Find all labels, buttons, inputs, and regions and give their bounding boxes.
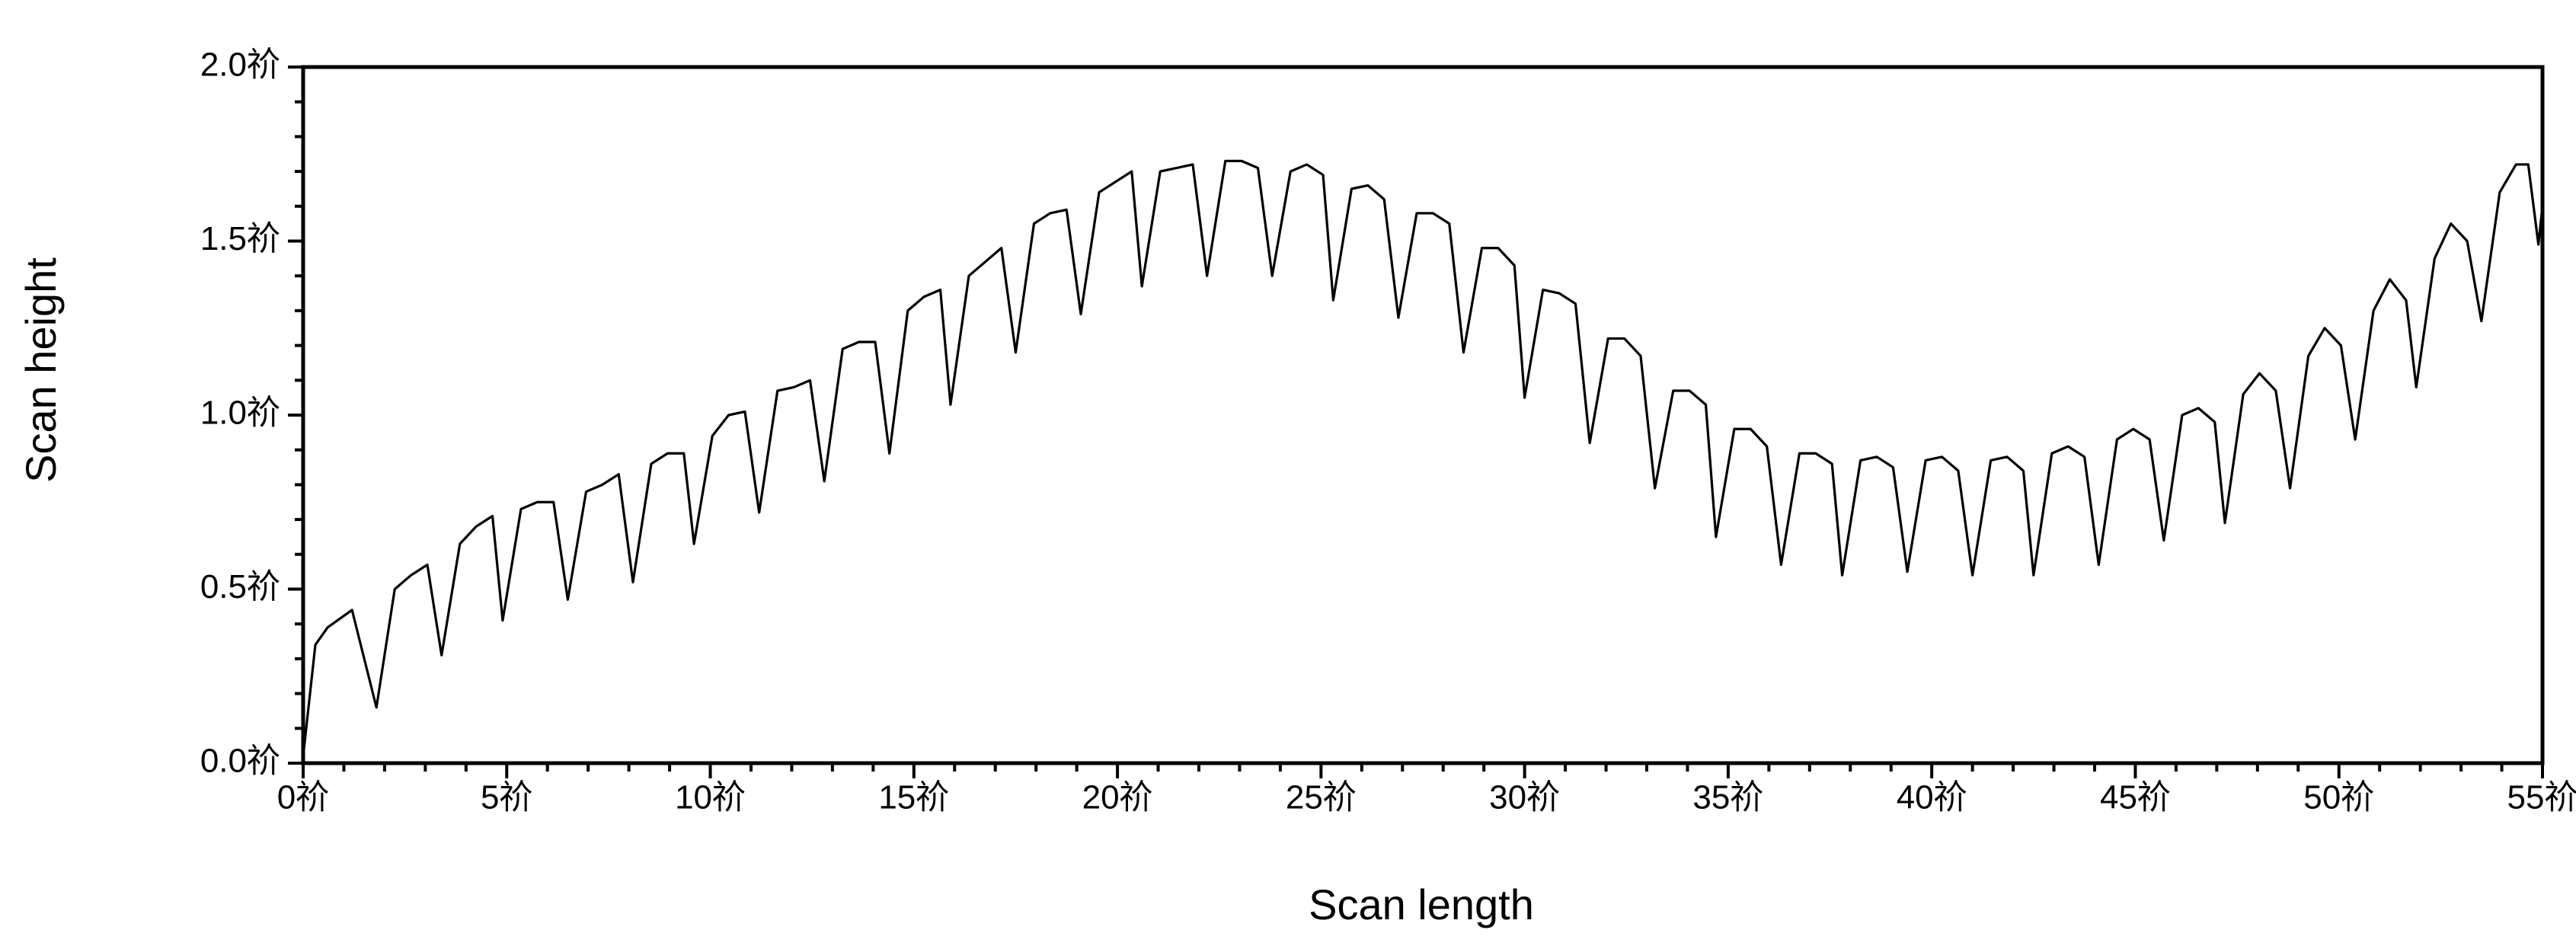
x-tick-label: 45祄	[2100, 779, 2171, 816]
data-line	[302, 159, 2544, 757]
x-tick-label: 55祄	[2507, 779, 2576, 816]
x-tick-label: 35祄	[1692, 779, 1763, 816]
y-tick-label: 1.5祄	[200, 220, 280, 257]
plot-frame	[301, 65, 2545, 765]
y-axis-title: Scan height	[17, 257, 65, 483]
y-tick-label: 2.0祄	[200, 46, 280, 84]
x-tick-label: 25祄	[1286, 779, 1357, 816]
y-tick-label: 0.0祄	[200, 743, 280, 780]
x-tick-label: 50祄	[2303, 779, 2374, 816]
y-tick-label: 1.0祄	[200, 395, 280, 432]
x-tick-label: 30祄	[1489, 779, 1560, 816]
x-tick-label: 0祄	[277, 779, 329, 816]
x-tick-label: 5祄	[481, 779, 532, 816]
x-tick-label: 15祄	[878, 779, 949, 816]
x-axis-title: Scan length	[1309, 880, 1534, 928]
x-tick-label: 40祄	[1897, 779, 1967, 816]
y-tick-label: 0.5祄	[200, 568, 280, 606]
x-tick-label: 10祄	[675, 779, 746, 816]
x-tick-label: 20祄	[1082, 779, 1153, 816]
